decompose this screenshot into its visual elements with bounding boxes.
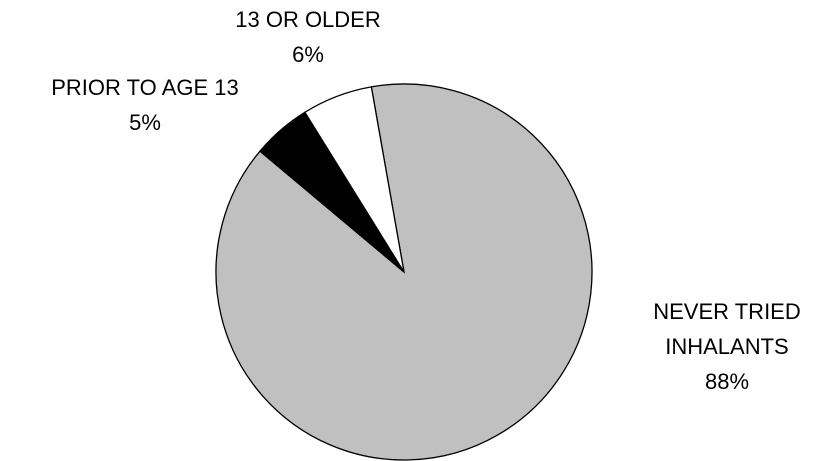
slice-label: 13 OR OLDER 6% xyxy=(158,2,458,72)
value-label: 88% xyxy=(704,369,750,394)
pie-slice xyxy=(303,86,405,273)
value-label: 5% xyxy=(129,110,161,135)
slice-label: NEVER TRIED INHALANTS 88% xyxy=(627,294,827,399)
value-label: 6% xyxy=(292,42,324,67)
category-label: NEVER TRIED INHALANTS xyxy=(653,299,801,359)
category-label: PRIOR TO AGE 13 xyxy=(51,75,239,100)
category-label: 13 OR OLDER xyxy=(235,7,381,32)
slice-label: PRIOR TO AGE 13 5% xyxy=(0,70,295,140)
